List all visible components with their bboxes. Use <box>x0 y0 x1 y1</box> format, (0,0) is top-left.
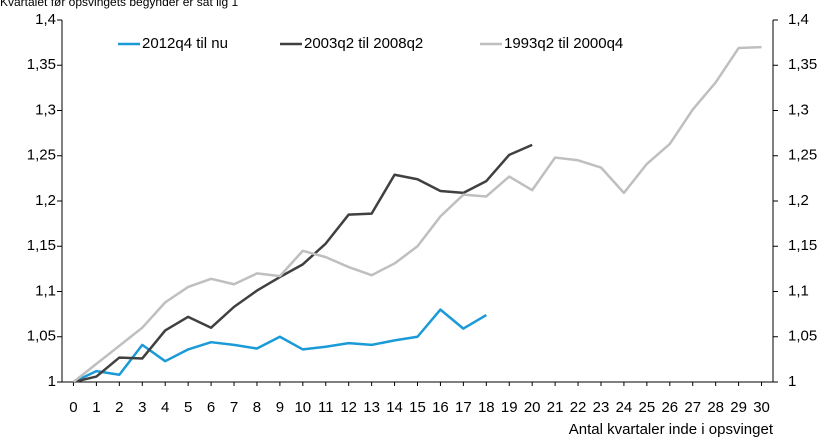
x-tick-label: 19 <box>501 399 518 416</box>
y-tick-label: 1,1 <box>35 282 56 299</box>
y2-tick-label: 1,35 <box>788 56 817 73</box>
x-tick-label: 24 <box>616 399 633 416</box>
x-tick-label: 27 <box>684 399 701 416</box>
y2-tick-label: 1,3 <box>788 101 809 118</box>
legend-label: 2003q2 til 2008q2 <box>304 35 423 52</box>
y2-tick-label: 1,2 <box>788 192 809 209</box>
x-tick-label: 8 <box>253 399 261 416</box>
x-tick-label: 26 <box>661 399 678 416</box>
y2-tick-label: 1,1 <box>788 282 809 299</box>
legend-label: 1993q2 til 2000q4 <box>504 35 623 52</box>
x-tick-label: 7 <box>230 399 238 416</box>
x-tick-label: 13 <box>363 399 380 416</box>
x-tick-label: 9 <box>276 399 284 416</box>
x-tick-label: 23 <box>593 399 610 416</box>
x-tick-label: 25 <box>639 399 656 416</box>
x-tick-label: 18 <box>478 399 495 416</box>
y-tick-label: 1 <box>48 373 56 390</box>
x-tick-label: 22 <box>570 399 587 416</box>
x-tick-label: 30 <box>753 399 770 416</box>
x-tick-label: 6 <box>207 399 215 416</box>
line-series <box>72 45 762 383</box>
x-tick-label: 10 <box>294 399 311 416</box>
y2-tick-label: 1,4 <box>788 11 809 28</box>
x-axis-label: Antal kvartaler inde i opsvinget <box>569 421 774 438</box>
line-series <box>72 308 487 384</box>
x-tick-label: 15 <box>409 399 426 416</box>
y-tick-label: 1,05 <box>27 328 56 345</box>
x-tick-label: 2 <box>115 399 123 416</box>
x-tick-label: 17 <box>455 399 472 416</box>
y2-tick-label: 1 <box>788 373 796 390</box>
x-tick-label: 5 <box>184 399 192 416</box>
x-tick-label: 21 <box>547 399 564 416</box>
x-tick-label: 0 <box>69 399 77 416</box>
x-tick-label: 1 <box>92 399 100 416</box>
x-tick-label: 29 <box>730 399 747 416</box>
x-tick-label: 16 <box>432 399 449 416</box>
chart-subtitle: Kvartalet før opsvingets begynder er sat… <box>0 0 238 9</box>
x-tick-label: 12 <box>340 399 357 416</box>
y-tick-label: 1,2 <box>35 192 56 209</box>
y-tick-label: 1,35 <box>27 56 56 73</box>
y-tick-label: 1,25 <box>27 147 56 164</box>
x-tick-label: 4 <box>161 399 169 416</box>
y-tick-label: 1,3 <box>35 101 56 118</box>
x-tick-label: 11 <box>318 399 334 416</box>
y-tick-label: 1,4 <box>35 11 56 28</box>
x-tick-label: 28 <box>707 399 724 416</box>
y2-tick-label: 1,25 <box>788 147 817 164</box>
line-series <box>73 143 533 384</box>
x-tick-label: 14 <box>386 399 403 416</box>
x-tick-label: 3 <box>138 399 146 416</box>
y2-tick-label: 1,05 <box>788 328 817 345</box>
x-tick-label: 20 <box>524 399 541 416</box>
legend-label: 2012q4 til nu <box>142 35 228 52</box>
y2-tick-label: 1,15 <box>788 237 817 254</box>
y-tick-label: 1,15 <box>27 237 56 254</box>
